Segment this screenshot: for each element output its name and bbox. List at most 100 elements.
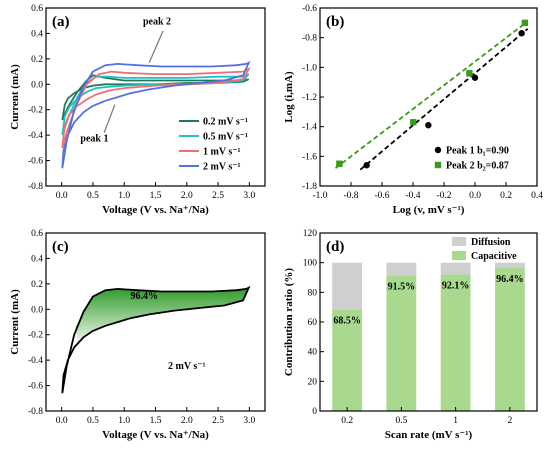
x-axis-label: Log (v, mV s⁻¹) [393, 204, 465, 216]
y-tick-label: 20 [308, 377, 318, 387]
y-tick-label: -0.8 [28, 182, 43, 192]
legend-label: 2 mV s⁻¹ [203, 162, 241, 173]
peak-1-annotation: peak 1 [80, 134, 108, 145]
x-tick-label: 1.5 [150, 191, 162, 201]
y-tick-label: -0.6 [28, 157, 43, 167]
cv-curve [61, 285, 251, 394]
panel-label: (d) [326, 239, 344, 255]
x-tick-label: 0.2 [341, 416, 353, 426]
y-tick-label: 0.0 [31, 305, 43, 315]
peak-2-arrow [148, 30, 164, 63]
data-point [425, 121, 432, 129]
x-tick-label: 2.0 [181, 191, 193, 201]
y-tick-label: -0.8 [28, 407, 43, 417]
x-tick-label: 1.0 [118, 416, 130, 426]
y-tick-label: -0.2 [28, 331, 43, 341]
diffusion-bar [386, 262, 417, 276]
legend-label: 0.2 mV s⁻¹ [203, 117, 248, 128]
x-axis-label: Scan rate (mV s⁻¹) [385, 429, 473, 441]
bar-value-label: 91.5% [388, 281, 416, 292]
x-tick-label: 0.0 [469, 191, 481, 201]
panel-label: (c) [52, 239, 69, 255]
y-tick-label: -0.4 [28, 356, 43, 366]
fit-line [334, 20, 529, 169]
y-axis-label: Contribution ratio (%) [283, 268, 295, 377]
x-tick-label: 1 [453, 416, 458, 426]
y-tick-label: -0.2 [28, 106, 43, 116]
x-tick-label: 1.0 [118, 191, 130, 201]
y-tick-label: -1.0 [302, 63, 317, 73]
y-tick-label: -0.4 [28, 131, 43, 141]
y-axis-label: Current (mA) [9, 289, 21, 355]
x-tick-label: 2.5 [212, 416, 224, 426]
cv-curve [61, 60, 251, 169]
capacitive-bar [332, 309, 363, 411]
bar-value-label: 96.4% [496, 274, 524, 285]
x-tick-label: 0.0 [56, 191, 68, 201]
cv-curve [61, 67, 251, 149]
legend-label: 0.5 mV s⁻¹ [203, 132, 248, 143]
panel-label: (b) [326, 14, 344, 30]
peak-1-arrow [103, 104, 116, 133]
legend-marker [434, 161, 442, 169]
capacitive-percent: 96.4% [130, 291, 158, 302]
y-axis-label: Current (mA) [9, 64, 21, 130]
data-point [471, 74, 479, 81]
y-tick-label: 0 [312, 407, 317, 417]
capacitive-bar [494, 268, 525, 411]
data-point [410, 119, 417, 126]
y-tick-label: -0.6 [302, 4, 317, 14]
legend-marker [434, 146, 442, 154]
panel-d: 68.5%0.291.5%0.592.1%196.4%2020406080100… [283, 229, 538, 441]
panel-b: (b) -1.0 -0.8 -0.6 -0.4 -0.2 0.0 0.2 0.4 -1.8 -1.6… [283, 4, 543, 216]
panel-a: (a) 0.0 0.5 1.0 1.5 2.0 2.5 3.0 -0.8 -0.6 -0.4 -0.2… [9, 4, 266, 216]
x-axis-label: Voltage (V vs. Na⁺/Na) [102, 429, 209, 441]
x-tick-label: 0.5 [87, 191, 99, 201]
data-point [518, 30, 525, 37]
x-tick-label: 0.2 [500, 191, 512, 201]
y-tick-label: 40 [308, 348, 318, 358]
plot-frame [319, 232, 538, 412]
y-tick-label: -1.2 [302, 93, 317, 103]
x-tick-label: -0.4 [405, 191, 420, 201]
x-tick-label: -0.8 [343, 191, 358, 201]
x-tick-label: 3.0 [243, 191, 255, 201]
x-tick-label: -0.2 [436, 191, 451, 201]
x-tick-label: 2.0 [181, 416, 193, 426]
bar-value-label: 92.1% [442, 280, 470, 291]
legend-label: Diffusion [471, 237, 511, 248]
bar-value-label: 68.5% [333, 315, 361, 326]
y-tick-label: -0.8 [302, 34, 317, 44]
scan-rate-label: 2 mV s⁻¹ [168, 361, 206, 372]
y-tick-label: -1.6 [302, 152, 317, 162]
fit-line [359, 28, 529, 171]
x-axis-label: Voltage (V vs. Na⁺/Na) [102, 204, 209, 216]
legend-label: Peak 1 b₁=0.90 [446, 146, 509, 157]
x-tick-label: 0.5 [395, 416, 407, 426]
y-tick-label: -0.6 [28, 382, 43, 392]
peak-2-annotation: peak 2 [143, 17, 171, 28]
legend-swatch [452, 237, 466, 246]
x-tick-label: 0.0 [56, 416, 68, 426]
x-tick-label: 3.0 [243, 416, 255, 426]
panels: (a) 0.0 0.5 1.0 1.5 2.0 2.5 3.0 -0.8 -0.6 -0.4 -0.2… [9, 4, 543, 441]
legend-label: 1 mV s⁻¹ [203, 147, 241, 158]
capacitive-fill-area [75, 287, 249, 343]
y-tick-label: 0.4 [31, 29, 43, 39]
x-tick-label: 2 [508, 416, 513, 426]
data-point [466, 70, 473, 77]
y-tick-label: 0.2 [31, 55, 43, 65]
data-point [336, 160, 343, 167]
y-axis-label: Log (i,mA) [283, 71, 295, 123]
panel-label: (a) [52, 14, 70, 30]
legend-label: Capacitive [471, 251, 517, 262]
diffusion-bar [494, 262, 525, 269]
y-tick-label: 80 [308, 288, 318, 298]
y-tick-label: -1.4 [302, 123, 317, 133]
x-tick-label: 2.5 [212, 191, 224, 201]
y-tick-label: 120 [303, 229, 318, 239]
y-tick-label: -1.8 [302, 182, 317, 192]
y-tick-label: 0.4 [31, 254, 43, 264]
capacitive-bar [440, 274, 471, 411]
